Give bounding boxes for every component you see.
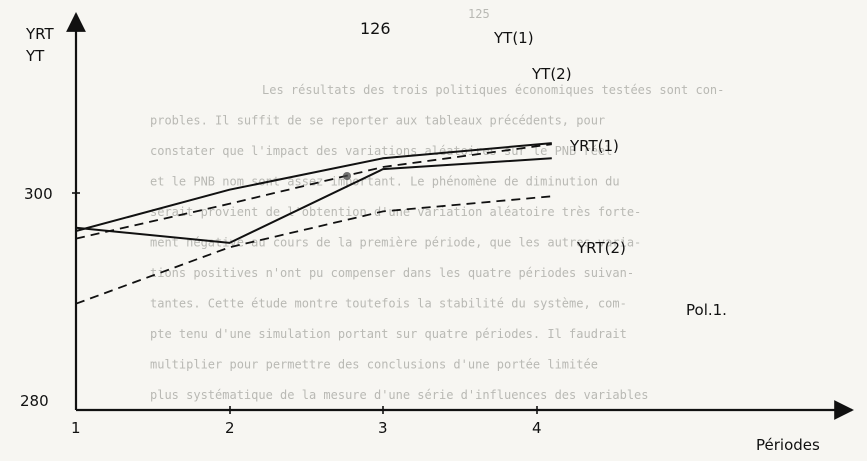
bleed-page-number: 125	[468, 7, 490, 21]
bleed-line: plus systématique de la mesure d'une sér…	[150, 388, 649, 402]
series-label-yrt2: YRT(2)	[576, 239, 626, 257]
page-number: 126	[360, 19, 391, 38]
bleed-line: probles. Il suffit de se reporter aux ta…	[150, 114, 605, 128]
x-axis-label: Périodes	[756, 436, 820, 454]
x-tick-label-1: 1	[71, 419, 81, 437]
series-line-yt2	[75, 143, 552, 240]
bleed-line: serait provient de l'obtention d'une var…	[150, 205, 641, 219]
bleed-line: ment négative au cours de la première pé…	[150, 236, 641, 250]
bleed-through-text: Les résultats des trois politiques écono…	[150, 83, 724, 402]
bleed-line: multiplier pour permettre des conclusion…	[150, 358, 598, 372]
series-line-yrt1	[75, 157, 552, 244]
y-axis-label-line-2: YT	[25, 47, 45, 65]
bleed-line: pte tenu d'une simulation portant sur qu…	[150, 327, 627, 341]
y-axis-label-line-1: YRT	[25, 25, 54, 43]
series-label-yt1: YT(1)	[493, 29, 534, 47]
series-label-yrt1: YRT(1)	[569, 137, 619, 155]
series-line-yt1	[75, 142, 552, 232]
bleed-line: et le PNB nom sont assez important. Le p…	[150, 175, 620, 189]
x-tick-label-3: 3	[378, 419, 388, 437]
bleed-line: Les résultats des trois politiques écono…	[262, 83, 724, 97]
bleed-line: tantes. Cette étude montre toutefois la …	[150, 297, 627, 311]
y-tick-label-300: 300	[24, 185, 53, 203]
y-tick-label-280: 280	[20, 392, 49, 410]
bleed-line: constater que l'impact des variations al…	[150, 144, 612, 158]
x-tick-label-2: 2	[225, 419, 235, 437]
ink-blot	[343, 172, 351, 180]
bleed-line: tions positives n'ont pu compenser dans …	[150, 266, 634, 280]
annotation-pol1: Pol.1.	[686, 301, 727, 319]
series-label-yt2: YT(2)	[531, 65, 572, 83]
series-line-yrt2	[75, 195, 552, 305]
x-tick-label-4: 4	[532, 419, 542, 437]
